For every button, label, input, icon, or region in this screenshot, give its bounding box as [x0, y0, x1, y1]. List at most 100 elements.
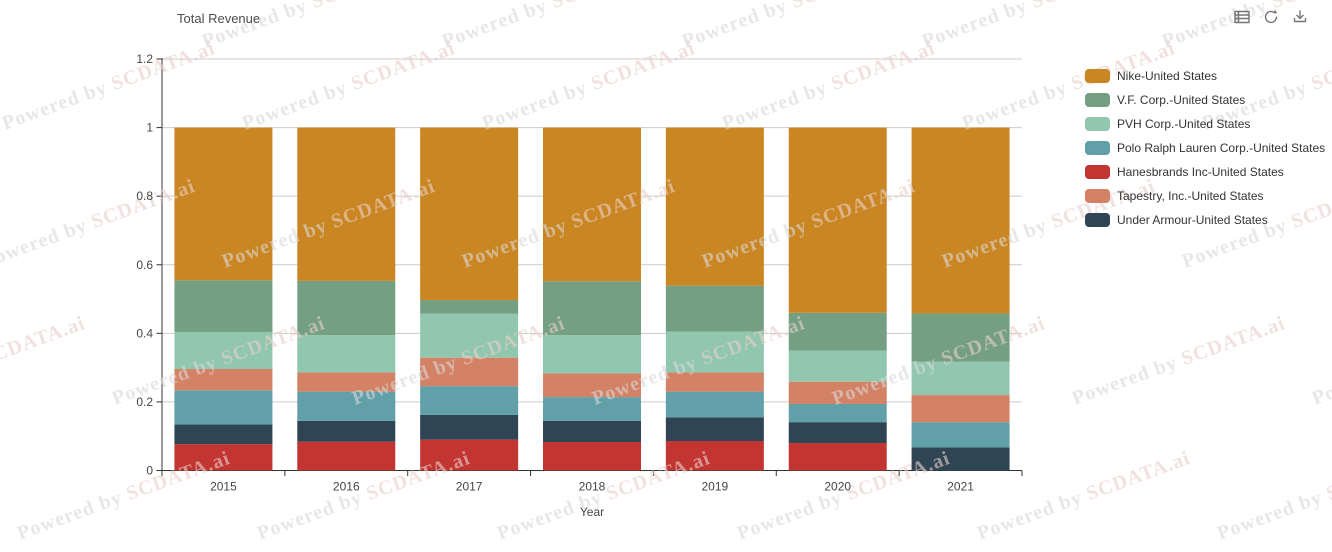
- legend-item-6[interactable]: Under Armour-United States: [1085, 208, 1325, 232]
- axis-labels: 0 0.2 0.4 0.6 0.8 1 1.2 2015 2016 2017 2018 2019 202…: [136, 52, 974, 519]
- bar-segment-2017[interactable]: [420, 313, 519, 358]
- watermark-text: Powered by SCDATA.ai: [679, 0, 898, 53]
- y-tick-label: 1.2: [136, 52, 153, 66]
- watermark-text: Powered by SCDATA.ai: [479, 37, 698, 135]
- x-tick-label: 2015: [210, 480, 237, 494]
- x-tick-label: 2020: [824, 480, 851, 494]
- legend-item-5[interactable]: Tapestry, Inc.-United States: [1085, 184, 1325, 208]
- bar-segment-2019[interactable]: [665, 441, 764, 471]
- x-tick-label: 2021: [947, 480, 974, 494]
- bar-segment-2019[interactable]: [665, 331, 764, 373]
- bar-segment-2016[interactable]: [297, 420, 396, 442]
- download-button[interactable]: [1289, 6, 1311, 28]
- data-view-button[interactable]: [1231, 6, 1253, 28]
- watermark-text: Powered by SCDATA.ai: [1309, 312, 1332, 410]
- bar-segment-2015[interactable]: [174, 127, 273, 281]
- bar-segment-2018[interactable]: [543, 397, 641, 421]
- bar-segment-2018[interactable]: [543, 281, 641, 336]
- bar-segment-2015[interactable]: [174, 331, 273, 369]
- bar-segment-2021[interactable]: [911, 447, 1010, 471]
- refresh-button[interactable]: [1260, 6, 1282, 28]
- bar-segment-2017[interactable]: [420, 439, 519, 471]
- bar-series: [174, 127, 1010, 471]
- legend-label: Hanesbrands Inc-United States: [1117, 165, 1284, 179]
- legend-swatch: [1085, 189, 1110, 203]
- bar-segment-2018[interactable]: [543, 127, 641, 282]
- legend-swatch: [1085, 213, 1110, 227]
- x-tick-label: 2018: [579, 480, 606, 494]
- bar-segment-2017[interactable]: [420, 300, 519, 314]
- bar-segment-2021[interactable]: [911, 395, 1010, 423]
- bar-segment-2020[interactable]: [788, 443, 887, 471]
- x-tick-label: 2016: [333, 480, 360, 494]
- legend-swatch: [1085, 117, 1110, 131]
- bar-segment-2016[interactable]: [297, 335, 396, 373]
- bar-segment-2021[interactable]: [911, 361, 1010, 396]
- y-tick-label: 0: [146, 464, 153, 478]
- legend-label: Polo Ralph Lauren Corp.-United States: [1117, 141, 1326, 155]
- bar-segment-2015[interactable]: [174, 280, 273, 332]
- bar-segment-2016[interactable]: [297, 372, 396, 392]
- bar-segment-2016[interactable]: [297, 391, 396, 421]
- bar-segment-2020[interactable]: [788, 381, 887, 404]
- y-tick-label: 0.6: [136, 258, 153, 272]
- legend-item-4[interactable]: Hanesbrands Inc-United States: [1085, 160, 1325, 184]
- bar-segment-2017[interactable]: [420, 357, 519, 387]
- watermark-text: Powered by SCDATA.ai: [14, 447, 233, 545]
- bar-segment-2020[interactable]: [788, 127, 887, 313]
- y-tick-label: 0.8: [136, 189, 153, 203]
- bar-segment-2015[interactable]: [174, 424, 273, 445]
- bar-segment-2019[interactable]: [665, 285, 764, 332]
- data-view-icon: [1233, 10, 1251, 29]
- bar-segment-2017[interactable]: [420, 414, 519, 440]
- bar-segment-2018[interactable]: [543, 373, 641, 398]
- refresh-icon: [1262, 9, 1280, 29]
- legend-swatch: [1085, 93, 1110, 107]
- bar-segment-2016[interactable]: [297, 441, 396, 471]
- chart-title: Total Revenue: [177, 11, 261, 26]
- x-tick-label: 2017: [456, 480, 483, 494]
- bar-segment-2019[interactable]: [665, 127, 764, 286]
- bar-segment-2019[interactable]: [665, 391, 764, 418]
- y-tick-label: 0.4: [136, 326, 153, 340]
- watermark-text: Powered by SCDATA.ai: [919, 0, 1138, 53]
- watermark-text: Powered by SCDATA.ai: [719, 37, 938, 135]
- bar-segment-2020[interactable]: [788, 422, 887, 444]
- bar-segment-2018[interactable]: [543, 335, 641, 374]
- legend-swatch: [1085, 69, 1110, 83]
- x-axis-title: Year: [580, 505, 604, 519]
- bar-segment-2015[interactable]: [174, 368, 273, 391]
- download-icon: [1291, 10, 1309, 29]
- legend-label: Under Armour-United States: [1117, 213, 1268, 227]
- legend-item-1[interactable]: V.F. Corp.-United States: [1085, 88, 1325, 112]
- bar-segment-2020[interactable]: [788, 403, 887, 423]
- bar-segment-2020[interactable]: [788, 312, 887, 351]
- bar-segment-2016[interactable]: [297, 127, 396, 281]
- bar-segment-2015[interactable]: [174, 444, 273, 471]
- chart-legend: Nike-United States V.F. Corp.-United Stat…: [1085, 64, 1325, 232]
- legend-label: PVH Corp.-United States: [1117, 117, 1251, 131]
- chart-toolbar: [1231, 6, 1311, 28]
- bar-segment-2019[interactable]: [665, 417, 764, 442]
- bar-segment-2016[interactable]: [297, 280, 396, 336]
- watermark-text: Powered by SCDATA.ai: [1214, 447, 1332, 545]
- bar-segment-2018[interactable]: [543, 442, 641, 471]
- bar-segment-2021[interactable]: [911, 422, 1010, 448]
- bar-segment-2021[interactable]: [911, 127, 1010, 314]
- watermark-text: Powered by SCDATA.ai: [0, 312, 88, 410]
- bar-segment-2017[interactable]: [420, 127, 519, 301]
- y-tick-label: 1: [146, 121, 153, 135]
- x-tick-label: 2019: [702, 480, 729, 494]
- legend-item-3[interactable]: Polo Ralph Lauren Corp.-United States: [1085, 136, 1325, 160]
- legend-item-2[interactable]: PVH Corp.-United States: [1085, 112, 1325, 136]
- bar-segment-2017[interactable]: [420, 386, 519, 415]
- legend-item-0[interactable]: Nike-United States: [1085, 64, 1325, 88]
- bar-segment-2021[interactable]: [911, 313, 1010, 362]
- watermark-text: Powered by SCDATA.ai: [0, 175, 198, 273]
- bar-segment-2018[interactable]: [543, 420, 641, 443]
- bar-segment-2020[interactable]: [788, 350, 887, 382]
- bar-segment-2019[interactable]: [665, 372, 764, 392]
- legend-swatch: [1085, 165, 1110, 179]
- watermark-text: Powered by SCDATA.ai: [239, 37, 458, 135]
- bar-segment-2015[interactable]: [174, 390, 273, 425]
